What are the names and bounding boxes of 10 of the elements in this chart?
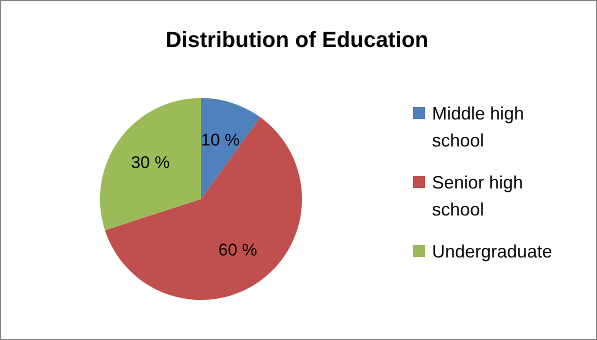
legend-label: Middle high school	[432, 103, 524, 150]
chart-title: Distribution of Education	[166, 27, 428, 52]
legend-label: Undergraduate	[432, 241, 552, 262]
data-label: 10 %	[200, 130, 240, 150]
data-label: 30 %	[130, 153, 170, 172]
data-label: 60 %	[218, 240, 258, 260]
pie-slice	[201, 98, 260, 199]
pie-slice	[100, 98, 201, 230]
legend-label: Senior high school	[432, 172, 524, 220]
pie-slice	[104, 117, 302, 300]
